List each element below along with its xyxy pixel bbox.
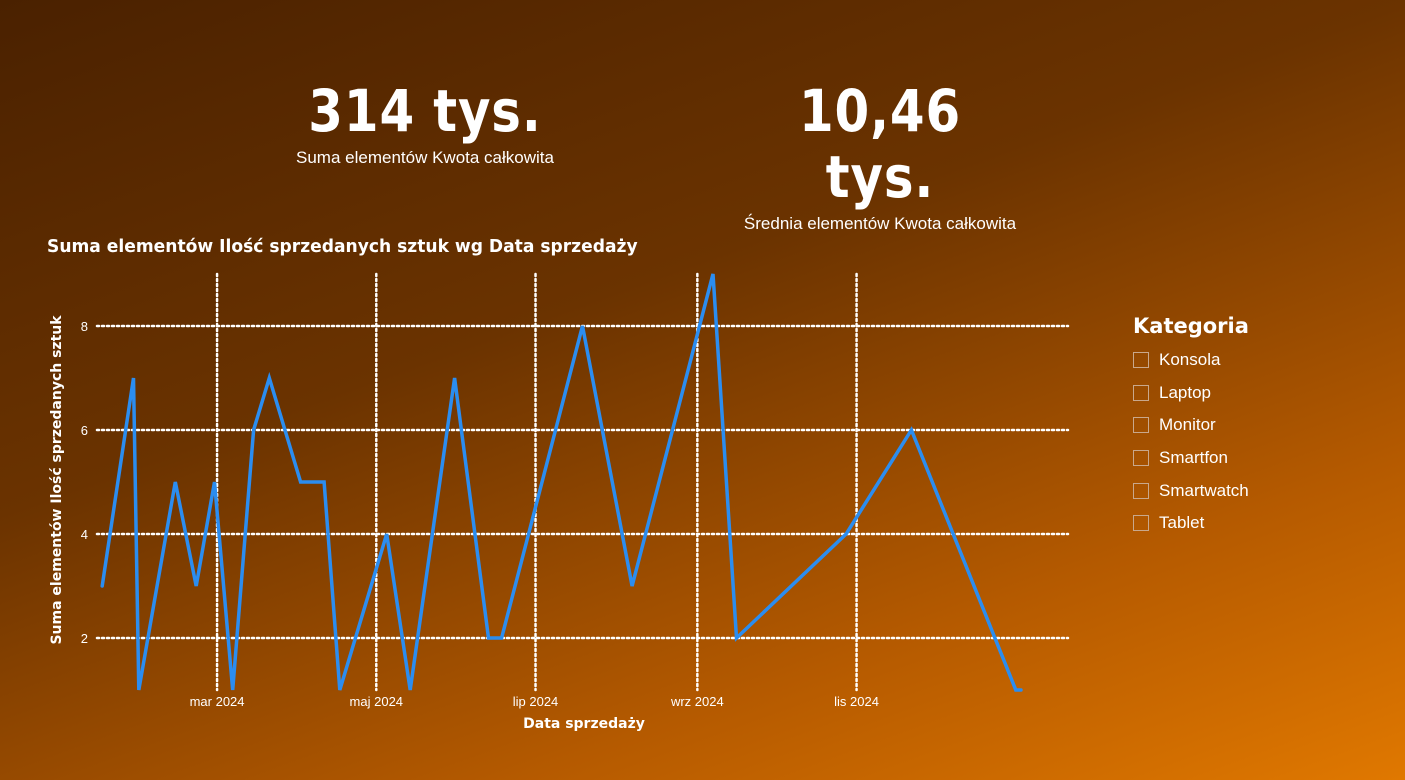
checkbox-icon[interactable] (1133, 417, 1149, 434)
chart-title: Suma elementów Ilość sprzedanych sztuk w… (47, 236, 638, 257)
checkbox-icon[interactable] (1133, 482, 1149, 499)
y-tick-label: 4 (81, 527, 88, 542)
legend-item-label: Smartfon (1159, 448, 1228, 468)
legend-item-label: Monitor (1159, 415, 1216, 435)
legend: Kategoria Konsola Laptop Monitor Smartfon Sm… (1133, 314, 1249, 540)
legend-item-label: Smartwatch (1159, 480, 1249, 500)
checkbox-icon[interactable] (1133, 352, 1149, 369)
series-line (100, 273, 1023, 692)
kpi-value: 314 tys. (308, 77, 542, 145)
checkbox-icon[interactable] (1133, 384, 1149, 401)
kpi-value: 10,46 tys. (798, 77, 962, 211)
x-tick-label: wrz 2024 (670, 694, 724, 709)
checkbox-icon[interactable] (1133, 450, 1149, 467)
legend-item[interactable]: Smartfon (1133, 442, 1249, 475)
kpi-label: Suma elementów Kwota całkowita (296, 148, 554, 167)
kpi-card-average: 10,46 tys. Średnia elementów Kwota całko… (720, 78, 1040, 234)
legend-item-label: Laptop (1159, 382, 1211, 402)
x-tick-label: mar 2024 (190, 694, 245, 709)
y-tick-label: 6 (81, 423, 88, 438)
checkbox-icon[interactable] (1133, 515, 1149, 532)
kpi-label: Średnia elementów Kwota całkowita (743, 214, 1017, 233)
x-tick-label: lis 2024 (834, 694, 879, 709)
legend-item-label: Konsola (1159, 350, 1221, 370)
legend-item[interactable]: Konsola (1133, 344, 1249, 377)
y-tick-label: 2 (81, 631, 88, 646)
x-axis-title: Data sprzedaży (523, 716, 645, 732)
x-tick-label: lip 2024 (513, 694, 559, 709)
legend-item[interactable]: Laptop (1133, 377, 1249, 410)
legend-title: Kategoria (1133, 314, 1249, 338)
kpi-card-total-sum: 314 tys. Suma elementów Kwota całkowita (270, 78, 580, 168)
y-tick-label: 8 (81, 319, 88, 334)
legend-item-label: Tablet (1159, 513, 1205, 533)
y-axis-title: Suma elementów Ilość sprzedanych sztuk (49, 315, 65, 645)
legend-item[interactable]: Monitor (1133, 409, 1249, 442)
x-tick-label: maj 2024 (350, 694, 403, 709)
legend-item[interactable]: Smartwatch (1133, 474, 1249, 507)
legend-item[interactable]: Tablet (1133, 507, 1249, 540)
